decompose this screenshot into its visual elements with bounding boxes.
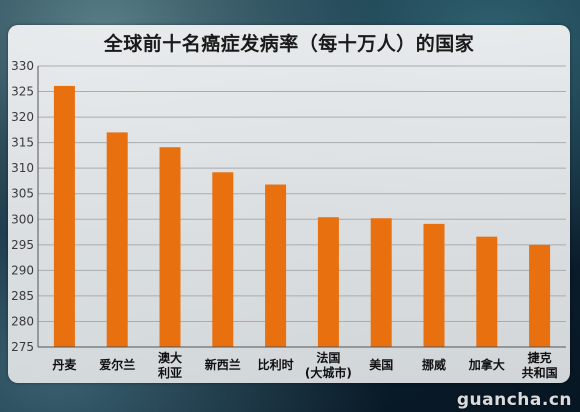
y-tick-label: 305 (11, 187, 34, 201)
x-tick-label: 丹麦 (52, 357, 77, 372)
x-tick-label: 新西兰 (205, 357, 241, 372)
x-tick-label: 美国 (369, 357, 393, 372)
bar (106, 132, 128, 347)
y-tick-label: 275 (11, 340, 34, 354)
bar (529, 244, 551, 347)
bars (53, 85, 551, 348)
y-tick-label: 320 (11, 110, 34, 124)
watermark-text: guancha.cn (456, 390, 572, 410)
x-tick-label: 比利时 (258, 357, 294, 372)
chart-title: 全球前十名癌症发病率（每十万人）的国家 (103, 33, 475, 55)
bar (53, 85, 75, 348)
y-tick-label: 310 (11, 161, 34, 175)
y-tick-label: 285 (11, 289, 34, 303)
x-tick-label: 法国(大城市) (305, 350, 352, 380)
bar (476, 236, 498, 347)
bar (423, 223, 445, 347)
y-tick-label: 330 (11, 59, 34, 73)
bar (159, 147, 181, 347)
y-tick-label: 280 (11, 314, 34, 328)
x-axis-ticks: 丹麦 爱尔兰 澳大利亚 新西兰 比利时 法国(大城市) 美国 挪威 加拿大 捷克共和国 (52, 350, 557, 380)
x-tick-label: 加拿大 (468, 357, 505, 372)
y-tick-label: 315 (11, 136, 34, 150)
y-tick-label: 325 (11, 85, 34, 99)
x-tick-label: 挪威 (422, 357, 446, 372)
bar (370, 218, 392, 347)
y-tick-label: 295 (11, 238, 34, 252)
x-tick-label: 捷克共和国 (522, 350, 558, 380)
bar (265, 184, 287, 347)
y-axis-ticks: 275 280 285 290 295 300 305 310 315 320 325 330 (11, 59, 34, 354)
bar (317, 217, 339, 347)
y-tick-label: 290 (11, 263, 34, 277)
x-tick-label: 爱尔兰 (99, 357, 135, 372)
bar (212, 172, 234, 347)
y-tick-label: 300 (11, 212, 34, 226)
x-tick-label: 澳大利亚 (158, 350, 182, 380)
